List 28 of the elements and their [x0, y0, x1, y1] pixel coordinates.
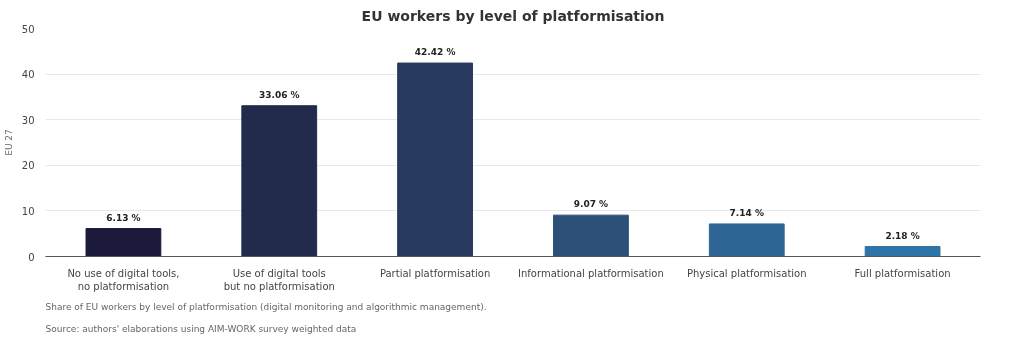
y-tick-label: 50 [21, 23, 35, 35]
y-tick-label: 40 [21, 69, 35, 81]
data-label: 2.18 % [885, 230, 920, 241]
bar [708, 223, 785, 257]
x-tick-label: Informational platformisation [518, 267, 664, 279]
x-tick-label: Partial platformisation [379, 267, 491, 279]
y-tick-label: 10 [21, 205, 35, 217]
data-label: 9.07 % [573, 199, 609, 210]
y-tick-label: 30 [21, 114, 35, 126]
x-tick-label: Use of digital tools but no platformisation [223, 267, 335, 292]
data-label: 33.06 % [258, 89, 300, 100]
chart-title: EU workers by level of platformisation [361, 7, 665, 24]
bar [864, 246, 941, 257]
bar [85, 228, 162, 257]
bar [553, 214, 629, 257]
y-tick-label: 20 [21, 160, 35, 172]
x-tick-label: Physical platformisation [686, 267, 807, 279]
x-tick-label: Full platformisation [854, 267, 951, 279]
data-label: 7.14 % [729, 207, 764, 218]
x-tick-label: No use of digital tools, no platformisation [67, 267, 180, 292]
y-axis-title: EU 27 [3, 129, 14, 156]
source-note: Source: authors' elaborations using AIM-WORK survey weighted data [45, 323, 357, 334]
y-tick-label: 0 [28, 251, 35, 263]
bar [241, 105, 318, 257]
bar [397, 62, 473, 257]
data-label: 6.13 % [106, 212, 141, 223]
text: Share of EU workers by level of platformisation (digital monitoring and algorithmic management). [45, 301, 487, 312]
data-label: 42.42 % [414, 47, 456, 58]
